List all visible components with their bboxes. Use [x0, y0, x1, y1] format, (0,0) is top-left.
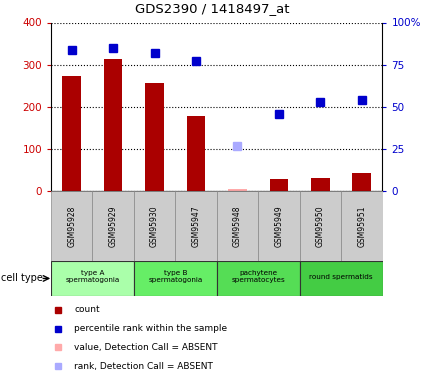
Bar	[258, 191, 300, 261]
Text: percentile rank within the sample: percentile rank within the sample	[74, 324, 227, 333]
Text: round spermatids: round spermatids	[309, 274, 373, 280]
Bar	[104, 59, 122, 191]
Bar	[217, 261, 300, 296]
Bar	[187, 116, 205, 191]
Bar	[217, 191, 258, 261]
Text: pachytene
spermatocytes: pachytene spermatocytes	[231, 270, 285, 283]
Text: GSM95951: GSM95951	[357, 205, 366, 247]
Bar	[341, 191, 382, 261]
Text: GSM95949: GSM95949	[275, 205, 283, 247]
Text: type B
spermatogonia: type B spermatogonia	[148, 270, 202, 283]
Text: value, Detection Call = ABSENT: value, Detection Call = ABSENT	[74, 343, 218, 352]
Bar	[311, 178, 330, 191]
Bar	[300, 261, 382, 296]
Text: count: count	[74, 305, 100, 314]
Bar	[92, 191, 134, 261]
Bar	[51, 191, 92, 261]
Text: GSM95947: GSM95947	[192, 205, 201, 247]
Text: GSM95928: GSM95928	[67, 205, 76, 247]
Text: type A
spermatogonia: type A spermatogonia	[65, 270, 119, 283]
Bar	[175, 191, 217, 261]
Text: GSM95948: GSM95948	[233, 205, 242, 247]
Bar	[134, 261, 217, 296]
Text: GDS2390 / 1418497_at: GDS2390 / 1418497_at	[135, 2, 290, 15]
Bar	[62, 76, 81, 191]
Text: GSM95950: GSM95950	[316, 205, 325, 247]
Bar	[269, 179, 288, 191]
Bar	[145, 83, 164, 191]
Text: GSM95930: GSM95930	[150, 205, 159, 247]
Bar	[51, 261, 134, 296]
Bar	[228, 189, 247, 191]
Text: cell type: cell type	[0, 273, 42, 284]
Text: rank, Detection Call = ABSENT: rank, Detection Call = ABSENT	[74, 362, 213, 370]
Bar	[300, 191, 341, 261]
Bar	[352, 173, 371, 191]
Text: GSM95929: GSM95929	[109, 205, 118, 247]
Bar	[134, 191, 175, 261]
